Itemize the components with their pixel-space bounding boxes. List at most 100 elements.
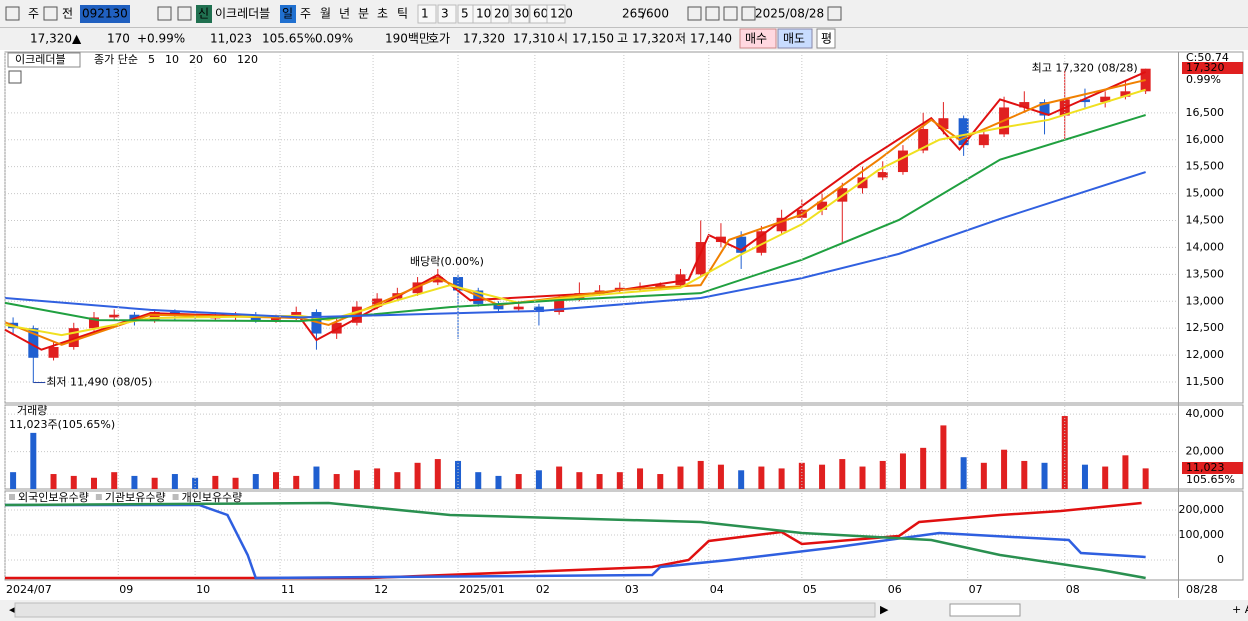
legend-item: 120 <box>237 53 258 66</box>
toolbar-highlight <box>80 5 130 23</box>
holding-line <box>5 501 1142 580</box>
scroll-left[interactable]: ◀ <box>9 603 18 616</box>
volume-bar <box>434 459 441 489</box>
volume-bar <box>1001 449 1008 489</box>
toolbar-item[interactable]: 1 <box>421 7 429 21</box>
candle-body <box>655 285 666 288</box>
volume-bar <box>192 477 199 489</box>
toolbar-icon[interactable] <box>741 6 756 21</box>
info-item: 17,310 <box>513 32 555 46</box>
candle-body <box>897 150 908 173</box>
legend-item: 개인보유수량 <box>182 491 243 504</box>
toolbar-item[interactable]: 2025/08/28 <box>755 7 824 21</box>
toolbar-icon[interactable] <box>157 6 172 21</box>
candle-body <box>28 328 39 358</box>
y-tick-label: 15,500 <box>1186 160 1225 173</box>
candle-body <box>695 242 706 275</box>
candle-body <box>129 314 140 321</box>
zoom-slider[interactable] <box>949 603 1021 617</box>
volume-bar <box>232 477 239 489</box>
toolbar-icon[interactable] <box>723 6 738 21</box>
x-tick-label: 12 <box>374 583 388 596</box>
volume-bar <box>151 477 158 489</box>
candle-body <box>938 118 949 129</box>
toolbar-item[interactable]: 20 <box>494 7 509 21</box>
period-button[interactable] <box>417 4 437 24</box>
y-tick-label: 12,000 <box>1186 348 1225 361</box>
toolbar-icon[interactable] <box>827 6 842 21</box>
volume-bar <box>515 474 522 489</box>
toolbar-item[interactable]: 초 <box>377 7 388 21</box>
toolbar-item[interactable]: 틱 <box>397 7 408 21</box>
scroll-right[interactable]: ▶ <box>880 603 889 616</box>
legend-icon[interactable] <box>8 70 22 84</box>
zoom-tool[interactable]: + A <box>1232 603 1248 616</box>
info-item[interactable]: 매수 <box>745 32 767 46</box>
period-button[interactable] <box>510 4 530 24</box>
period-button[interactable] <box>546 4 566 24</box>
x-tick-label: 08 <box>1066 583 1080 596</box>
legend-item: 기관보유수량 <box>105 491 166 504</box>
info-item: 17,320 <box>632 32 674 46</box>
toolbar-icon[interactable] <box>687 6 702 21</box>
sell-button[interactable] <box>777 28 813 49</box>
y-tick-label: 14,500 <box>1186 214 1225 227</box>
info-item: 고 <box>617 32 628 46</box>
toolbar-item[interactable]: 전 <box>62 7 73 21</box>
buy-button[interactable] <box>739 28 777 49</box>
toolbar-item[interactable]: 주 <box>28 7 39 21</box>
volume-bar <box>758 466 765 489</box>
toolbar-item[interactable]: 3 <box>441 7 449 21</box>
volume-bar <box>252 474 259 489</box>
toolbar-icon[interactable] <box>705 6 720 21</box>
volume-bar <box>1081 464 1088 489</box>
candle-body <box>857 177 868 189</box>
volume-bar <box>697 460 704 489</box>
holding-line <box>5 503 1146 580</box>
info-item: 17,140 <box>690 32 732 46</box>
toolbar-item[interactable]: 월 <box>320 7 331 21</box>
toolbar-highlight <box>280 5 296 23</box>
candle-body <box>1019 102 1030 108</box>
last-change: 0.99% <box>1186 73 1221 86</box>
period-button[interactable] <box>490 4 510 24</box>
toolbar-item[interactable]: 분 <box>358 7 369 21</box>
volume-bar <box>333 474 340 489</box>
toolbar-item[interactable]: 120 <box>550 7 573 21</box>
toolbar-item[interactable]: /600 <box>642 7 669 21</box>
info-item: 시 <box>557 32 568 46</box>
toolbar-item[interactable]: 30 <box>514 7 529 21</box>
candle-body <box>109 314 120 318</box>
volume-bar <box>637 468 644 489</box>
candle-body <box>493 303 504 310</box>
info-item[interactable]: 매도 <box>783 32 805 46</box>
volume-bar <box>414 462 421 489</box>
toolbar-item[interactable]: 년 <box>339 7 350 21</box>
toolbar-item[interactable]: 60 <box>533 7 548 21</box>
info-item[interactable]: 평 <box>821 32 832 46</box>
y-tick-label: 14,000 <box>1186 240 1225 253</box>
info-item: 0.09% <box>315 32 353 46</box>
volume-bar <box>475 472 482 489</box>
x-tick-label: 07 <box>969 583 983 596</box>
toolbar-item[interactable]: 신 <box>198 7 209 21</box>
candle-body <box>432 277 443 283</box>
toolbar-icon[interactable] <box>5 6 20 21</box>
toolbar-item[interactable]: 092130 <box>82 7 128 21</box>
volume-bar <box>374 468 381 489</box>
toolbar-icon[interactable] <box>177 6 192 21</box>
toolbar-item[interactable]: 10 <box>476 7 491 21</box>
volume-bar <box>111 472 118 489</box>
toolbar-item[interactable]: 주 <box>300 7 311 21</box>
toolbar-item[interactable]: 일 <box>282 7 293 21</box>
legend-name: 이크레더블 <box>15 53 66 66</box>
toolbar-item[interactable]: 265 <box>622 7 645 21</box>
legend-swatch <box>172 494 179 500</box>
period-button[interactable] <box>437 4 457 24</box>
toolbar-item[interactable]: 이크레더블 <box>215 7 270 21</box>
avg-button[interactable] <box>816 28 836 49</box>
toolbar-icon[interactable] <box>43 6 58 21</box>
scroll-track[interactable] <box>14 602 876 618</box>
toolbar-item[interactable]: 5 <box>461 7 469 21</box>
